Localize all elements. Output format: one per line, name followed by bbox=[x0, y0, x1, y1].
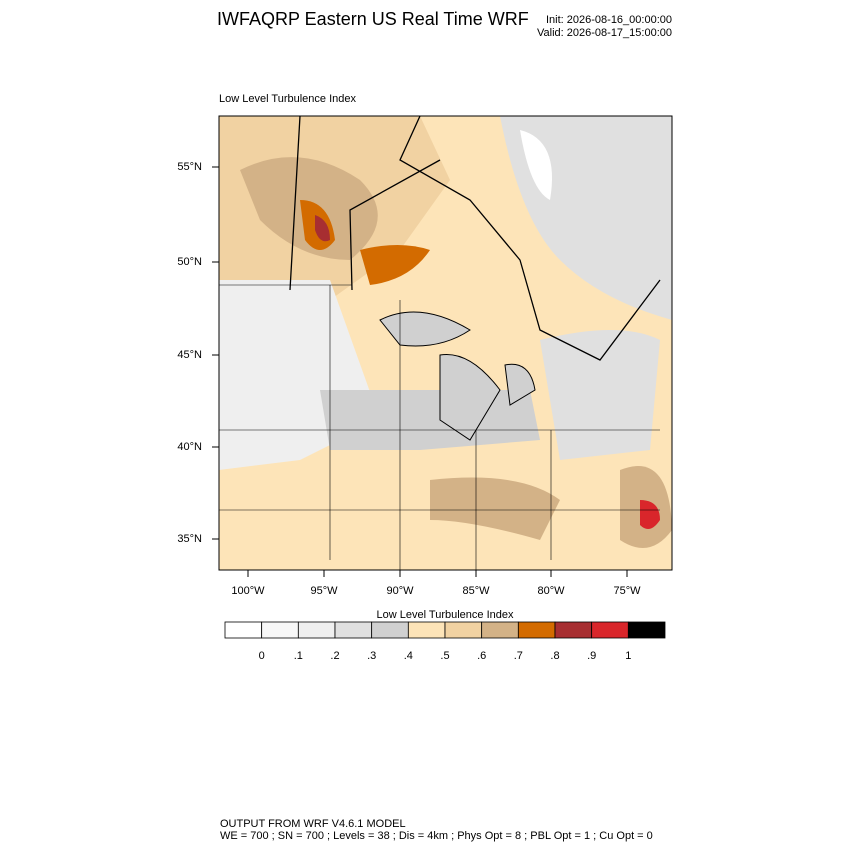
colorbar-label: .9 bbox=[587, 650, 596, 662]
colorbar-box bbox=[334, 621, 373, 639]
colorbar-label: .2 bbox=[330, 650, 339, 662]
lat-label: 45°N bbox=[177, 349, 202, 361]
colorbar-label: .4 bbox=[404, 650, 413, 662]
map-frame bbox=[218, 115, 673, 571]
title: IWFAQRP Eastern US Real Time WRF bbox=[217, 9, 529, 29]
colorbar-box bbox=[591, 621, 629, 639]
lon-label: 75°W bbox=[613, 585, 641, 597]
lat-label: 50°N bbox=[177, 256, 202, 268]
lon-label: 90°W bbox=[386, 585, 414, 597]
colorbar-label: 0 bbox=[259, 650, 265, 662]
colorbar-label: 1 bbox=[625, 650, 631, 662]
colorbar-box bbox=[554, 621, 593, 639]
footer-line: OUTPUT FROM WRF V4.6.1 MODEL bbox=[220, 818, 406, 830]
lon-label: 85°W bbox=[462, 585, 490, 597]
footer-line: WE = 700 ; SN = 700 ; Levels = 38 ; Dis … bbox=[220, 830, 653, 842]
lon-label: 80°W bbox=[537, 585, 565, 597]
colorbar-box bbox=[627, 621, 666, 639]
colorbar-label: .7 bbox=[514, 650, 523, 662]
colorbar-label: .5 bbox=[440, 650, 449, 662]
map-field bbox=[219, 116, 672, 570]
colorbar-box bbox=[407, 621, 446, 639]
map-title: Low Level Turbulence Index bbox=[219, 93, 356, 105]
colorbar-box bbox=[517, 621, 556, 639]
colorbar-box bbox=[444, 621, 483, 639]
lat-label: 40°N bbox=[177, 441, 202, 453]
colorbar-label: .6 bbox=[477, 650, 486, 662]
colorbar-label: .3 bbox=[367, 650, 376, 662]
colorbar-box bbox=[297, 621, 336, 639]
colorbar-box bbox=[224, 621, 263, 639]
lon-label: 95°W bbox=[310, 585, 338, 597]
valid-time: Valid: 2026-08-17_15:00:00 bbox=[537, 27, 672, 39]
lat-label: 35°N bbox=[177, 533, 202, 545]
lat-label: 55°N bbox=[177, 161, 202, 173]
colorbar-box bbox=[481, 621, 519, 639]
colorbar-label: .8 bbox=[550, 650, 559, 662]
colorbar-box bbox=[371, 621, 409, 639]
init-time: Init: 2026-08-16_00:00:00 bbox=[546, 14, 672, 26]
lon-label: 100°W bbox=[231, 585, 265, 597]
colorbar-label: .1 bbox=[294, 650, 303, 662]
colorbar-box bbox=[261, 621, 299, 639]
colorbar-title: Low Level Turbulence Index bbox=[377, 609, 514, 621]
